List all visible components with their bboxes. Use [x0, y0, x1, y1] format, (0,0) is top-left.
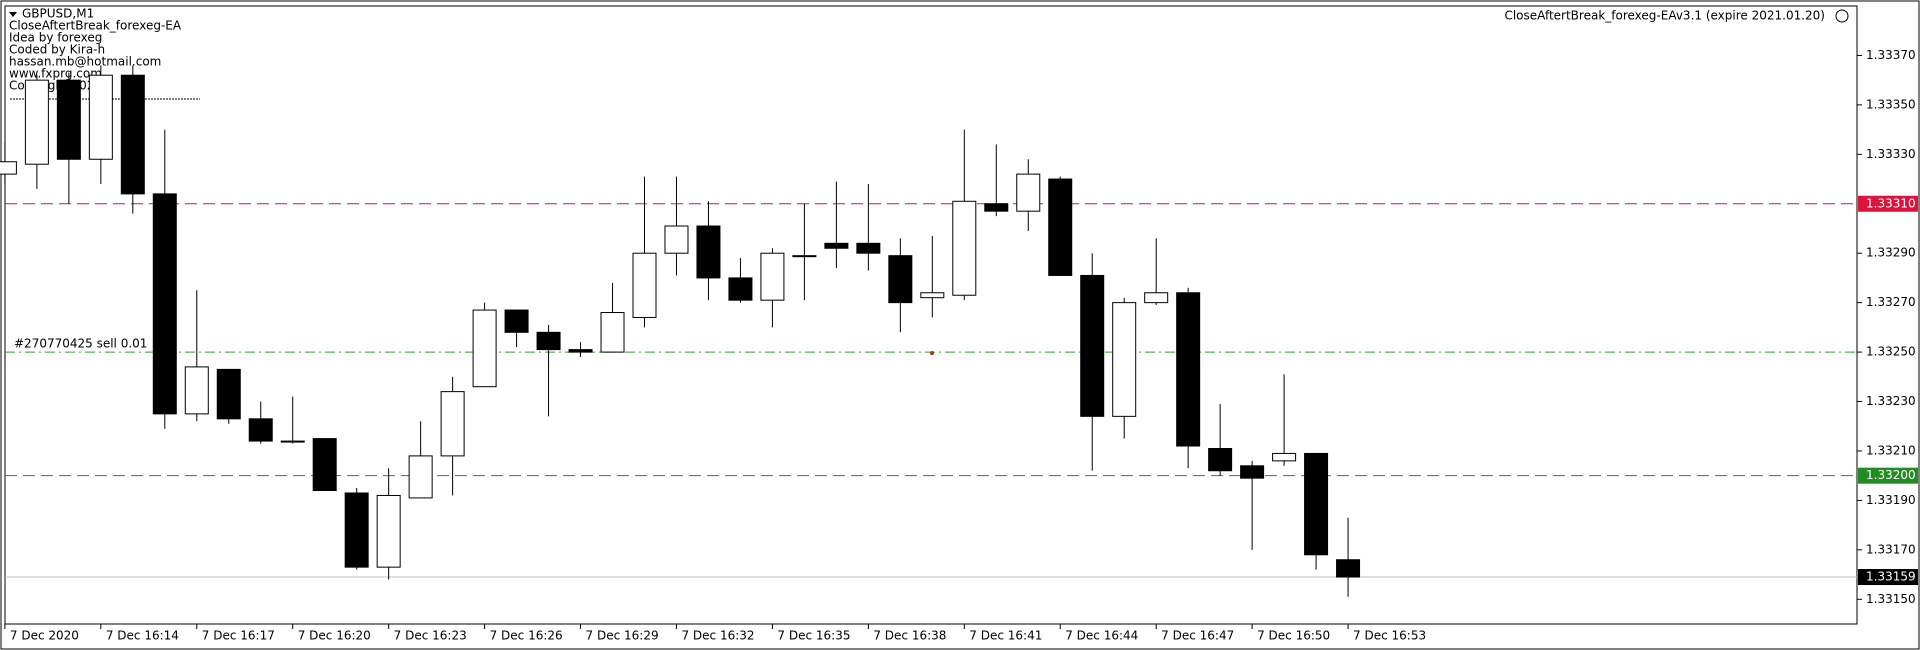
candle-body: [56, 79, 81, 160]
x-tick-label: 7 Dec 16:20: [298, 629, 371, 643]
candle-body: [408, 455, 433, 499]
candle-body: [280, 440, 305, 443]
order-label: #270770425 sell 0.01: [14, 337, 147, 351]
candle-body: [376, 494, 401, 568]
candle-body: [1112, 302, 1137, 417]
y-tick-label: 1.33350: [1866, 97, 1916, 111]
candle-body: [1048, 178, 1073, 276]
x-tick-label: 7 Dec 16:38: [873, 629, 946, 643]
y-tick-label: 1.33210: [1866, 443, 1916, 457]
candle-body: [856, 242, 881, 254]
plot-border: [4, 5, 1858, 625]
y-tick-label: 1.33290: [1866, 246, 1916, 260]
candle-body: [1304, 452, 1329, 556]
candle-body: [152, 193, 177, 415]
candle-body: [1016, 173, 1041, 212]
candle-body: [216, 368, 241, 420]
y-tick-label: 1.33230: [1866, 394, 1916, 408]
candle-body: [88, 74, 113, 160]
candle-body: [1208, 447, 1233, 472]
candle-body: [440, 391, 465, 457]
x-tick-label: 7 Dec 2020: [10, 629, 79, 643]
candle-body: [1080, 274, 1105, 417]
x-tick-label: 7 Dec 16:50: [1257, 629, 1330, 643]
candle-body: [472, 309, 497, 388]
candle-body: [184, 366, 209, 415]
candle-body: [920, 292, 945, 299]
level-label: 1.33200: [1866, 468, 1916, 482]
candle-body: [1176, 292, 1201, 447]
candle-body: [728, 277, 753, 301]
x-tick-label: 7 Dec 16:47: [1161, 629, 1234, 643]
x-tick-label: 7 Dec 16:26: [490, 629, 563, 643]
candle-body: [248, 418, 273, 442]
info-line: Coded by Kira-h: [9, 43, 105, 57]
level-tag: [1858, 467, 1918, 484]
x-tick-label: 7 Dec 16:41: [969, 629, 1042, 643]
collapse-icon[interactable]: [9, 12, 17, 17]
info-line: hassan.mb@hotmail.com: [9, 55, 161, 69]
info-line: Copyright 2020: [9, 79, 102, 93]
expert-label: CloseAftertBreak_forexeg-EAv3.1 (expire …: [1504, 9, 1825, 23]
x-tick-label: 7 Dec 16:44: [1065, 629, 1138, 643]
candle-body: [24, 79, 49, 165]
y-tick-label: 1.33250: [1866, 345, 1916, 359]
candle-body: [632, 252, 657, 318]
candle-body: [696, 225, 721, 279]
x-tick-label: 7 Dec 16:53: [1353, 629, 1426, 643]
x-tick-label: 7 Dec 16:23: [394, 629, 467, 643]
level-label: 1.33159: [1866, 570, 1916, 584]
candle-body: [824, 242, 849, 249]
candle-body: [504, 309, 529, 333]
candle-body: [568, 349, 593, 353]
info-line: Idea by forexeg: [9, 31, 102, 45]
candle-body: [344, 492, 369, 568]
chart-title: GBPUSD,M1: [22, 7, 94, 21]
y-tick-label: 1.33370: [1866, 48, 1916, 62]
y-tick-label: 1.33170: [1866, 542, 1916, 556]
candle-body: [1144, 292, 1169, 304]
info-line: CloseAftertBreak_forexeg-EA: [9, 19, 182, 33]
x-tick-label: 7 Dec 16:35: [777, 629, 850, 643]
y-tick-label: 1.33270: [1866, 295, 1916, 309]
candle-body: [0, 161, 17, 175]
candle-body: [984, 203, 1009, 212]
x-tick-label: 7 Dec 16:17: [202, 629, 275, 643]
level-tag: [1858, 195, 1918, 212]
candle-body: [792, 255, 817, 258]
expert-smiley[interactable]: [1835, 9, 1849, 23]
x-tick-label: 7 Dec 16:32: [681, 629, 754, 643]
candle-body: [536, 331, 561, 351]
y-tick-label: 1.33330: [1866, 147, 1916, 161]
candle-body: [1240, 465, 1265, 479]
candle-body: [120, 74, 145, 195]
candle-body: [600, 312, 625, 353]
candle-body: [312, 438, 337, 492]
candle-body: [1336, 559, 1361, 578]
y-tick-label: 1.33150: [1866, 592, 1916, 606]
candle-body: [1272, 452, 1297, 462]
x-tick-label: 7 Dec 16:14: [106, 629, 179, 643]
candle-body: [760, 252, 785, 301]
y-tick-label: 1.33190: [1866, 493, 1916, 507]
info-line: www.fxprg.com: [9, 67, 102, 81]
level-label: 1.33310: [1866, 196, 1916, 210]
candle-body: [952, 200, 977, 296]
candle-body: [888, 255, 913, 304]
candle-body: [664, 225, 689, 254]
level-tag: [1858, 569, 1918, 586]
x-tick-label: 7 Dec 16:29: [586, 629, 659, 643]
